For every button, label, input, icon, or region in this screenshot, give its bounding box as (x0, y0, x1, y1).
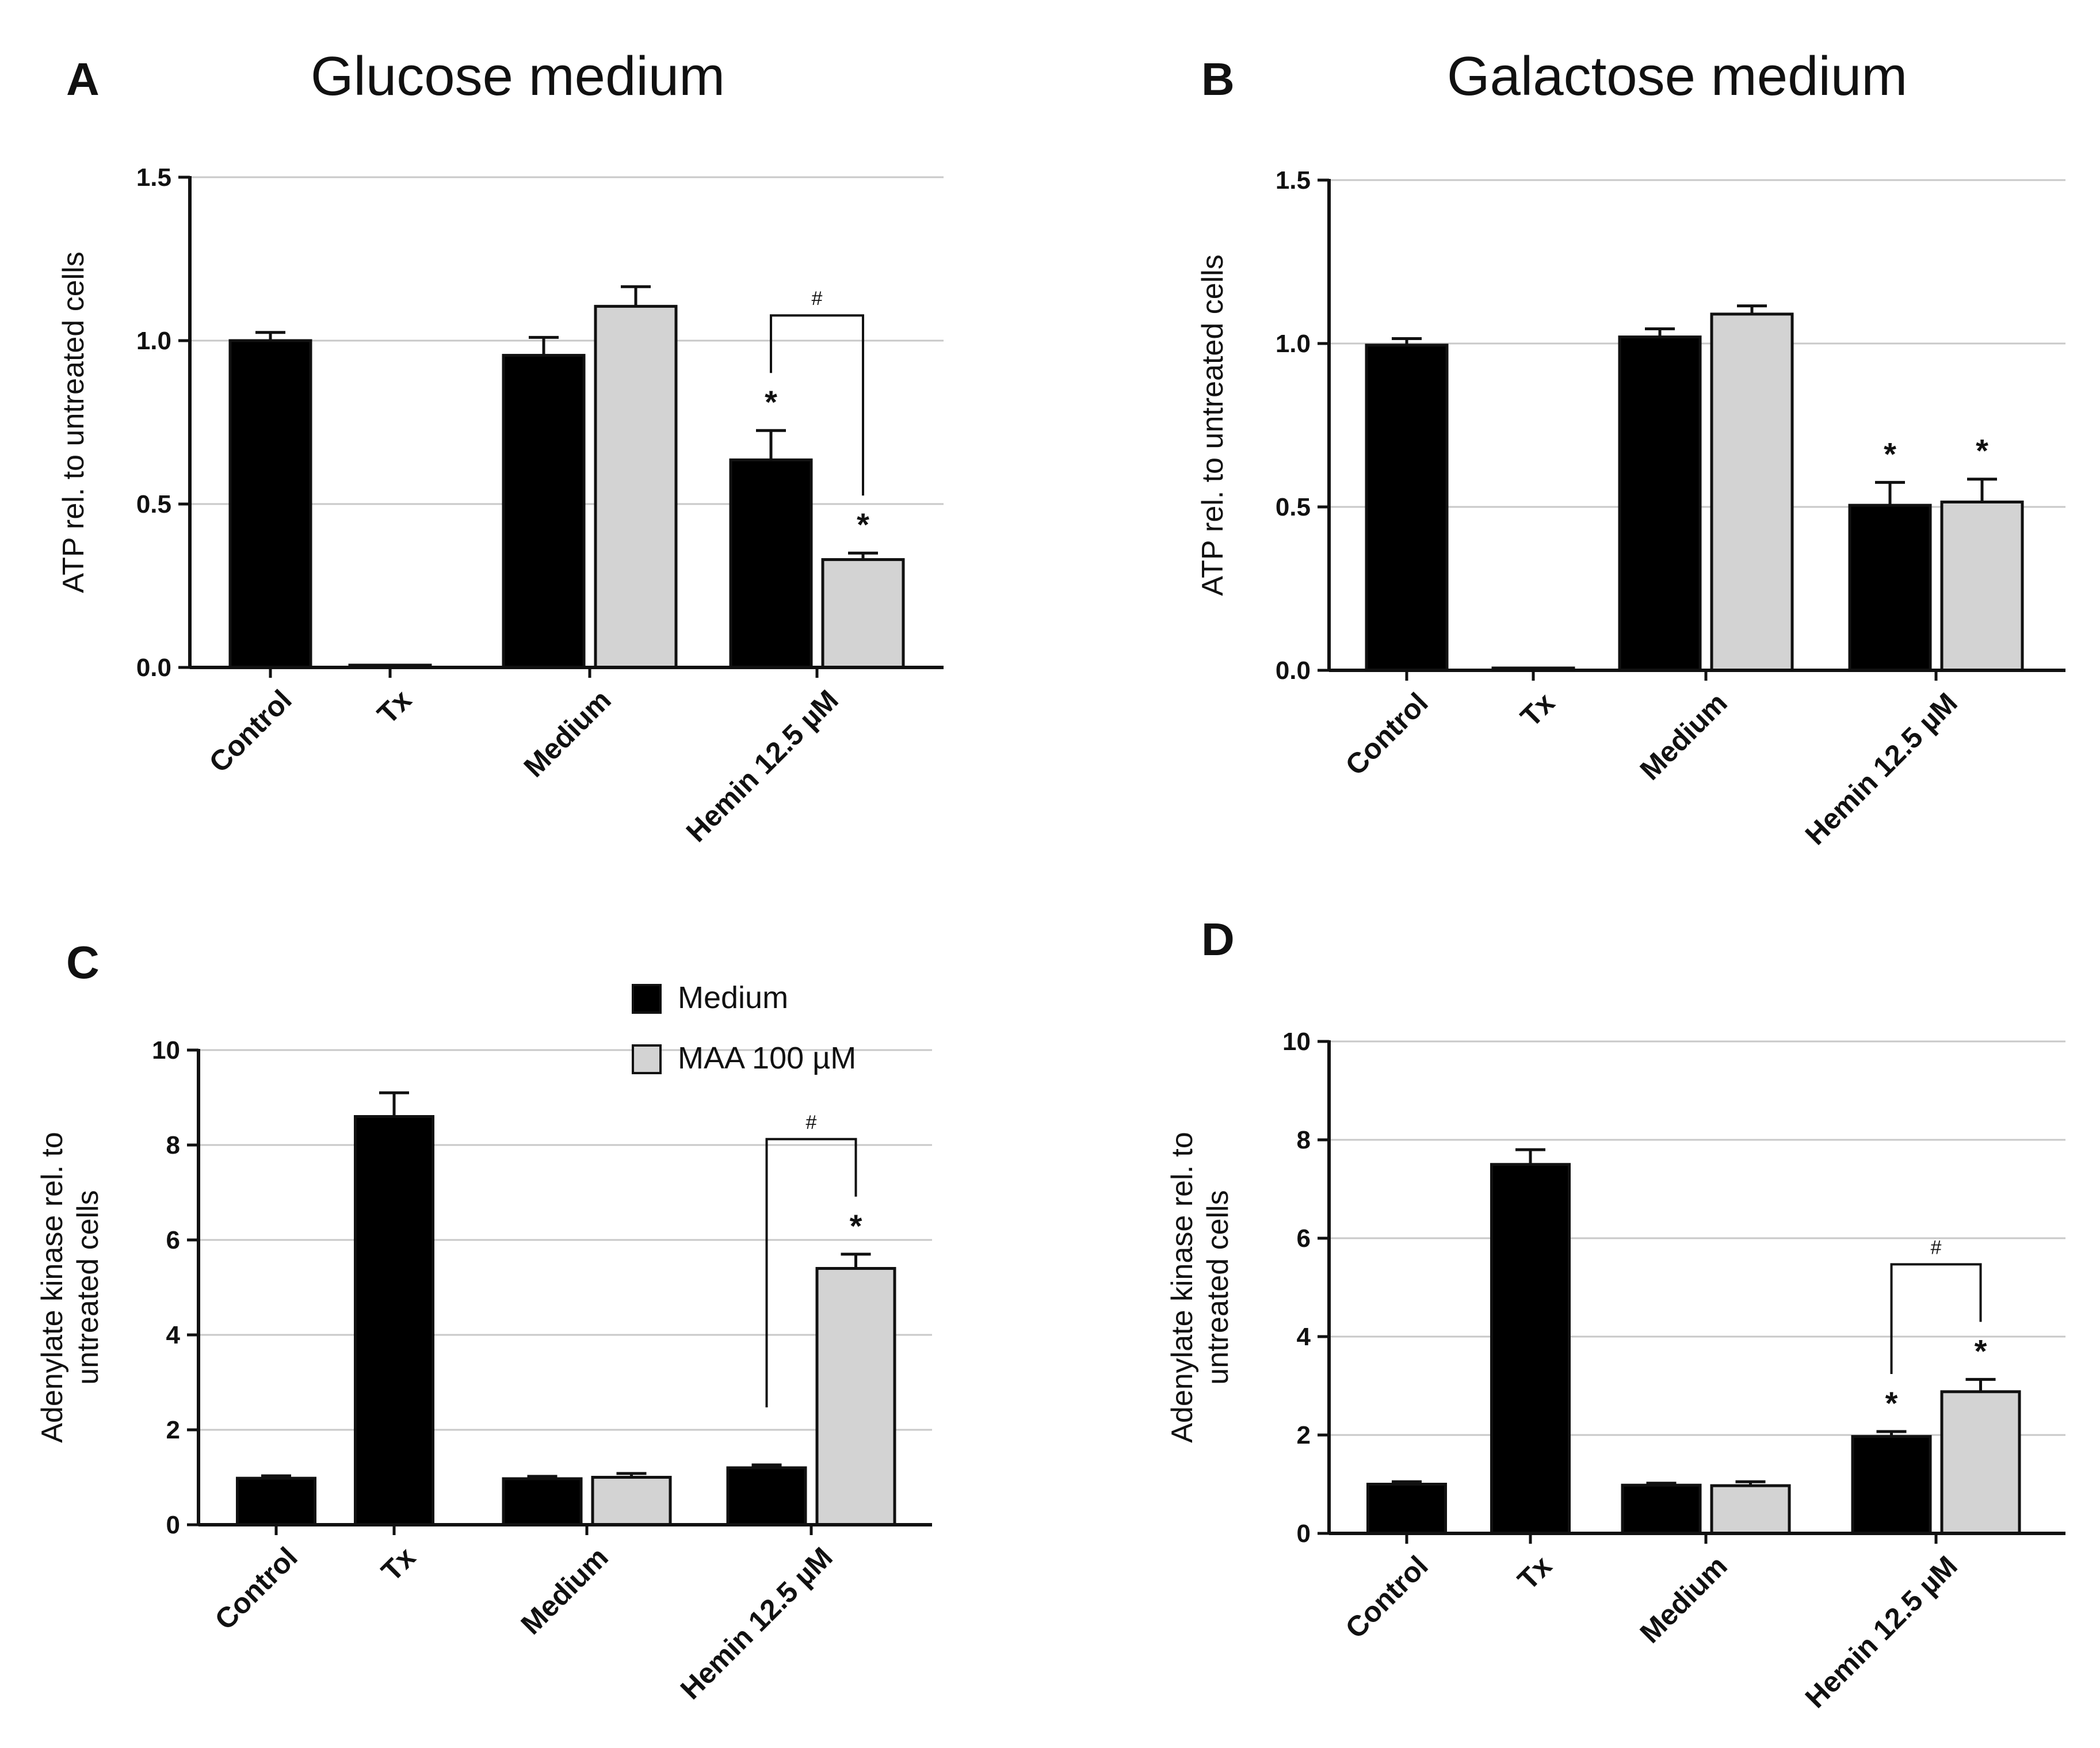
significance-star: * (1885, 1385, 1898, 1421)
bar-medium (228, 339, 312, 669)
panel-b: B Galactose medium 0.0 0.5 1.0 1.5 ATP rel. to… (1196, 45, 2065, 851)
y-tick-label: 0 (1297, 1520, 1311, 1548)
legend-swatch (632, 1044, 662, 1074)
legend-label: Medium (678, 980, 788, 1015)
y-tick-label: 10 (152, 1036, 180, 1064)
panel-d: D 0 2 4 6 8 10 Adenylate kinase rel. to untreate… (1166, 914, 2065, 1714)
bar-medium (729, 458, 813, 669)
x-tick-label: Tx (1514, 686, 1561, 733)
x-tick-label: Medium (1634, 1549, 1734, 1649)
significance-star: * (1976, 433, 1988, 469)
panel-letter-d: D (1201, 914, 1235, 965)
y-tick-label: 0.0 (1276, 657, 1311, 685)
y-tick-label: 1.0 (1276, 330, 1311, 358)
significance-star: * (765, 384, 777, 420)
legend-swatch (632, 984, 662, 1014)
bar-medium (726, 1466, 807, 1526)
y-tick-label: 0 (166, 1511, 180, 1539)
x-tick-label: Control (1339, 686, 1434, 781)
y-axis-label: untreated cells (71, 1190, 105, 1384)
y-tick-label: 0.5 (136, 490, 171, 518)
y-tick-label: 1.5 (1276, 166, 1311, 194)
significance-bracket (765, 1138, 857, 1408)
bar-maa (1940, 1390, 2021, 1535)
y-tick-label: 8 (166, 1131, 180, 1159)
bar-medium (1621, 1483, 1702, 1535)
y-tick-label: 1.0 (136, 327, 171, 355)
y-tick-label: 6 (1297, 1224, 1311, 1253)
y-tick-label: 0.0 (136, 654, 171, 682)
x-tick-label: Hemin 12.5 µM (674, 1541, 839, 1705)
panel-letter-b: B (1201, 54, 1235, 105)
significance-bracket (770, 314, 864, 496)
x-tick-label: Tx (371, 684, 418, 730)
bar-medium (1490, 1163, 1571, 1535)
panel-c: C 0 2 4 6 8 10 Adenylate kinase rel. to untreate… (36, 937, 932, 1705)
x-tick-label: Hemin 12.5 µM (680, 684, 845, 848)
bar-maa (1710, 312, 1794, 672)
y-axis-label: ATP rel. to untreated cells (57, 251, 90, 593)
bar-medium (1618, 335, 1702, 672)
significance-star: * (850, 1208, 862, 1244)
x-tick-label: Medium (1634, 686, 1734, 786)
y-tick-label: 6 (166, 1226, 180, 1254)
bar-maa (1940, 500, 2024, 672)
y-axis-label: ATP rel. to untreated cells (1196, 254, 1230, 596)
panel-letter-c: C (66, 937, 100, 988)
panel-title-a: Glucose medium (311, 45, 725, 107)
bar-medium (502, 354, 586, 669)
y-axis-label: Adenylate kinase rel. to (36, 1132, 69, 1443)
y-tick-label: 2 (166, 1416, 180, 1444)
y-tick-label: 1.5 (136, 163, 171, 192)
bar-medium (1365, 344, 1449, 672)
y-tick-label: 2 (1297, 1421, 1311, 1449)
bar-medium (1851, 1435, 1932, 1535)
panel-letter-a: A (66, 54, 100, 105)
x-tick-label: Control (209, 1541, 304, 1636)
x-tick-label: Tx (375, 1541, 422, 1587)
significance-star: * (1884, 436, 1896, 472)
bar-maa (594, 304, 678, 669)
x-tick-label: Medium (515, 1541, 614, 1640)
bar-medium (236, 1476, 316, 1526)
panel-a: A Glucose medium 0.0 0.5 1.0 1.5 ATP rel. to u… (57, 45, 944, 848)
y-axis-label: untreated cells (1201, 1190, 1235, 1384)
y-tick-label: 10 (1282, 1028, 1311, 1056)
x-tick-label: Tx (1511, 1549, 1558, 1596)
x-tick-label: Hemin 12.5 µM (1799, 686, 1964, 851)
y-tick-label: 0.5 (1276, 493, 1311, 521)
significance-hash: # (1931, 1236, 1942, 1258)
legend-label: MAA 100 µM (678, 1041, 856, 1075)
significance-star: * (857, 506, 869, 543)
bar-maa (821, 558, 905, 669)
x-tick-label: Control (1339, 1549, 1434, 1644)
bar-maa (1710, 1484, 1791, 1535)
significance-bracket (1890, 1263, 1982, 1375)
x-tick-label: Medium (518, 684, 617, 783)
bar-medium (502, 1477, 583, 1526)
bar-medium (1848, 503, 1932, 672)
significance-hash: # (806, 1112, 817, 1133)
x-tick-label: Hemin 12.5 µM (1799, 1549, 1964, 1714)
bar-maa (815, 1267, 896, 1526)
x-tick-label: Control (203, 684, 298, 778)
y-axis-label: Adenylate kinase rel. to (1166, 1132, 1199, 1443)
panel-title-b: Galactose medium (1447, 45, 1907, 107)
bar-medium (354, 1115, 434, 1526)
significance-star: * (1975, 1333, 1987, 1369)
y-tick-label: 4 (166, 1321, 181, 1349)
significance-hash: # (812, 288, 823, 310)
y-tick-label: 8 (1297, 1126, 1311, 1154)
bar-maa (591, 1476, 672, 1526)
y-tick-label: 4 (1297, 1323, 1311, 1351)
bar-medium (1366, 1483, 1447, 1535)
